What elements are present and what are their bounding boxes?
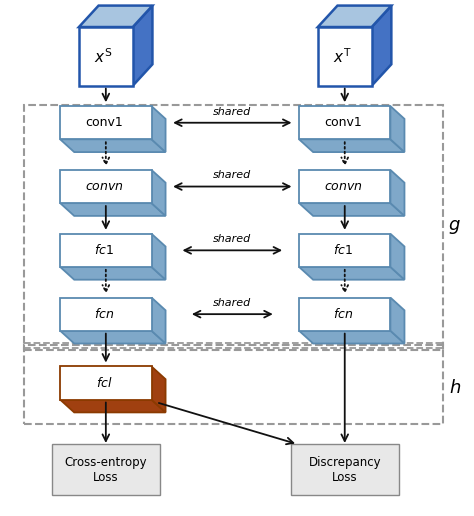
Polygon shape bbox=[133, 6, 153, 86]
Polygon shape bbox=[299, 139, 404, 152]
Text: $x^\mathsf{T}$: $x^\mathsf{T}$ bbox=[333, 47, 352, 66]
Text: conv1: conv1 bbox=[325, 116, 362, 129]
Polygon shape bbox=[60, 203, 165, 216]
Polygon shape bbox=[299, 298, 391, 331]
Polygon shape bbox=[152, 170, 165, 216]
Text: $fc1$: $fc1$ bbox=[333, 244, 353, 257]
Polygon shape bbox=[79, 6, 153, 27]
Bar bbox=[24, 345, 443, 424]
Polygon shape bbox=[391, 234, 404, 280]
Polygon shape bbox=[60, 170, 152, 203]
Text: shared: shared bbox=[213, 298, 251, 308]
Text: shared: shared bbox=[213, 234, 251, 244]
Text: $convn$: $convn$ bbox=[85, 180, 124, 193]
Polygon shape bbox=[299, 203, 404, 216]
Polygon shape bbox=[60, 106, 152, 139]
Text: $convn$: $convn$ bbox=[324, 180, 363, 193]
Polygon shape bbox=[372, 6, 392, 86]
Text: $g$: $g$ bbox=[448, 218, 461, 236]
Polygon shape bbox=[391, 106, 404, 152]
Polygon shape bbox=[318, 27, 372, 86]
Polygon shape bbox=[299, 170, 391, 203]
Text: $h$: $h$ bbox=[449, 379, 461, 397]
Polygon shape bbox=[152, 366, 165, 412]
Polygon shape bbox=[60, 267, 165, 280]
Text: Discrepancy
Loss: Discrepancy Loss bbox=[309, 456, 381, 484]
Text: $fcn$: $fcn$ bbox=[94, 307, 115, 321]
Polygon shape bbox=[318, 6, 392, 27]
Polygon shape bbox=[60, 400, 165, 412]
Polygon shape bbox=[152, 298, 165, 344]
Polygon shape bbox=[391, 170, 404, 216]
Polygon shape bbox=[299, 234, 391, 267]
Polygon shape bbox=[79, 27, 133, 86]
Polygon shape bbox=[391, 298, 404, 344]
Polygon shape bbox=[299, 331, 404, 344]
FancyBboxPatch shape bbox=[52, 444, 160, 495]
Text: Cross-entropy
Loss: Cross-entropy Loss bbox=[64, 456, 147, 484]
Polygon shape bbox=[60, 366, 152, 400]
Text: $x^\mathsf{S}$: $x^\mathsf{S}$ bbox=[94, 47, 113, 66]
Polygon shape bbox=[60, 139, 165, 152]
FancyBboxPatch shape bbox=[291, 444, 399, 495]
Polygon shape bbox=[299, 106, 391, 139]
Polygon shape bbox=[60, 298, 152, 331]
Polygon shape bbox=[60, 234, 152, 267]
Polygon shape bbox=[152, 106, 165, 152]
Bar bbox=[24, 105, 443, 350]
Text: conv1: conv1 bbox=[85, 116, 123, 129]
Text: shared: shared bbox=[213, 107, 251, 117]
Text: shared: shared bbox=[213, 170, 251, 181]
Polygon shape bbox=[60, 331, 165, 344]
Text: $fc1$: $fc1$ bbox=[94, 244, 114, 257]
Text: $fcl$: $fcl$ bbox=[96, 376, 113, 390]
Polygon shape bbox=[152, 234, 165, 280]
Text: $fcn$: $fcn$ bbox=[333, 307, 354, 321]
Polygon shape bbox=[299, 267, 404, 280]
